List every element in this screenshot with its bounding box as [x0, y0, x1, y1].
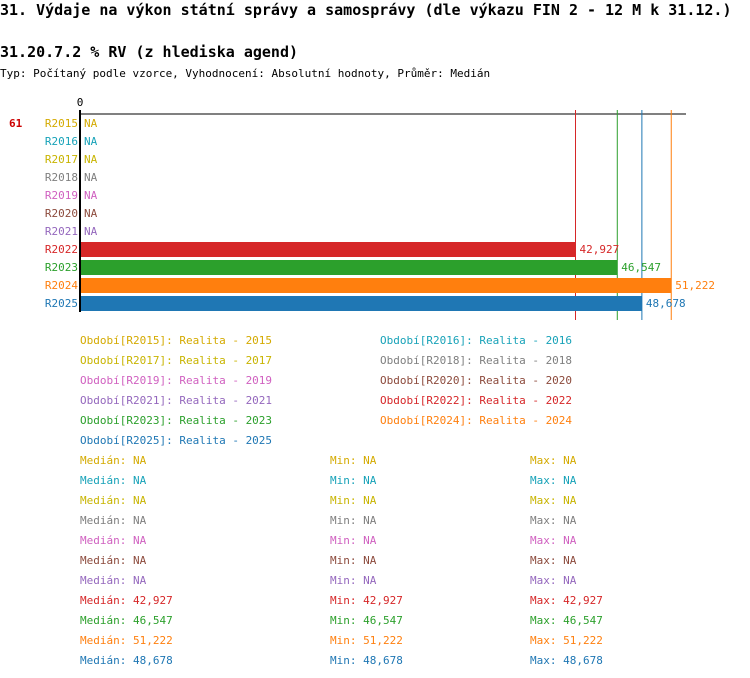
- chart-type-line: Typ: Počítaný podle vzorce, Vyhodnocení:…: [0, 67, 491, 80]
- category-label-r2022: R2022: [45, 243, 78, 256]
- category-label-r2018: R2018: [45, 171, 78, 184]
- stat-median: Medián: 48,678: [80, 654, 173, 667]
- chart-title: 31. Výdaje na výkon státní správy a samo…: [0, 1, 732, 19]
- value-label-r2019: NA: [84, 189, 98, 202]
- stat-max: Max: NA: [530, 574, 577, 587]
- value-label-r2015: NA: [84, 117, 98, 130]
- legend-item: Období[R2015]: Realita - 2015: [80, 334, 273, 347]
- value-label-r2016: NA: [84, 135, 98, 148]
- stat-min: Min: NA: [330, 554, 377, 567]
- category-label-r2016: R2016: [45, 135, 78, 148]
- stat-max: Max: 51,222: [530, 634, 603, 647]
- legend-item: Období[R2024]: Realita - 2024: [380, 414, 573, 427]
- category-label-r2025: R2025: [45, 297, 78, 310]
- value-label-r2018: NA: [84, 171, 98, 184]
- stat-min: Min: 42,927: [330, 594, 403, 607]
- stat-median: Medián: 51,222: [80, 634, 173, 647]
- stat-max: Max: 48,678: [530, 654, 603, 667]
- stat-max: Max: NA: [530, 454, 577, 467]
- value-label-r2022: 42,927: [580, 243, 620, 256]
- value-label-r2024: 51,222: [675, 279, 715, 292]
- value-label-r2020: NA: [84, 207, 98, 220]
- row-marker: 61: [9, 117, 23, 130]
- legend-item: Období[R2016]: Realita - 2016: [380, 334, 573, 347]
- stat-median: Medián: NA: [80, 494, 147, 507]
- bar-r2024: [80, 278, 672, 293]
- legend-item: Období[R2019]: Realita - 2019: [80, 374, 273, 387]
- category-label-r2015: R2015: [45, 117, 78, 130]
- stat-median: Medián: 42,927: [80, 594, 173, 607]
- legend-item: Období[R2022]: Realita - 2022: [380, 394, 573, 407]
- stat-min: Min: NA: [330, 574, 377, 587]
- legend-item: Období[R2017]: Realita - 2017: [80, 354, 273, 367]
- stat-max: Max: NA: [530, 494, 577, 507]
- stat-median: Medián: NA: [80, 474, 147, 487]
- stat-min: Min: 48,678: [330, 654, 403, 667]
- category-label-r2024: R2024: [45, 279, 78, 292]
- stat-min: Min: NA: [330, 514, 377, 527]
- stat-median: Medián: NA: [80, 574, 147, 587]
- bar-r2025: [80, 296, 642, 311]
- stat-max: Max: NA: [530, 534, 577, 547]
- value-label-r2023: 46,547: [621, 261, 661, 274]
- bar-chart: 0 61 R2015 NA R2016 NA R2017 NA R2018 NA R2019 NA R2…: [9, 96, 715, 320]
- stat-median: Medián: 46,547: [80, 614, 173, 627]
- stat-max: Max: NA: [530, 554, 577, 567]
- bar-r2022: [80, 242, 576, 257]
- legend-item: Období[R2018]: Realita - 2018: [380, 354, 573, 367]
- chart-subtitle: 31.20.7.2 % RV (z hlediska agend): [0, 43, 299, 61]
- legend-item: Období[R2025]: Realita - 2025: [80, 434, 273, 447]
- stat-median: Medián: NA: [80, 554, 147, 567]
- legend-item: Období[R2020]: Realita - 2020: [380, 374, 573, 387]
- stat-min: Min: NA: [330, 534, 377, 547]
- value-label-r2025: 48,678: [646, 297, 686, 310]
- category-label-r2020: R2020: [45, 207, 78, 220]
- category-label-r2017: R2017: [45, 153, 78, 166]
- stat-min: Min: 46,547: [330, 614, 403, 627]
- value-label-r2021: NA: [84, 225, 98, 238]
- stat-median: Medián: NA: [80, 514, 147, 527]
- stat-min: Min: NA: [330, 454, 377, 467]
- stat-min: Min: NA: [330, 494, 377, 507]
- stat-max: Max: NA: [530, 514, 577, 527]
- stat-max: Max: NA: [530, 474, 577, 487]
- stat-median: Medián: NA: [80, 454, 147, 467]
- stat-min: Min: 51,222: [330, 634, 403, 647]
- value-label-r2017: NA: [84, 153, 98, 166]
- category-label-r2023: R2023: [45, 261, 78, 274]
- legend-item: Období[R2023]: Realita - 2023: [80, 414, 273, 427]
- category-label-r2019: R2019: [45, 189, 78, 202]
- category-label-r2021: R2021: [45, 225, 78, 238]
- axis-zero-label: 0: [77, 96, 84, 109]
- bar-r2023: [80, 260, 618, 275]
- legend-item: Období[R2021]: Realita - 2021: [80, 394, 273, 407]
- stat-median: Medián: NA: [80, 534, 147, 547]
- stat-max: Max: 42,927: [530, 594, 603, 607]
- stat-max: Max: 46,547: [530, 614, 603, 627]
- stat-min: Min: NA: [330, 474, 377, 487]
